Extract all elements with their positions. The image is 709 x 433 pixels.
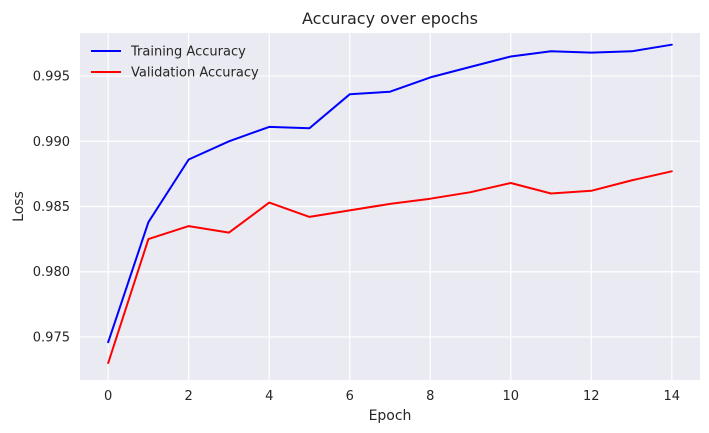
tick-labels: 0 2 4 6 8 10 12 14 0.975 0.980 0.985 0.990 0.995 — [33, 70, 680, 404]
legend-label-1: Validation Accuracy — [131, 66, 259, 81]
series-line-1 — [107, 170, 673, 364]
y-tick-label: 0.980 — [33, 265, 70, 280]
x-axis-label: Epoch — [369, 408, 412, 424]
x-tick-label: 12 — [583, 389, 600, 404]
x-tick-label: 0 — [104, 389, 112, 404]
x-tick-label: 8 — [426, 389, 434, 404]
legend: Training Accuracy Validation Accuracy — [91, 45, 259, 81]
x-tick-label: 2 — [185, 389, 193, 404]
series-lines — [107, 43, 673, 364]
y-tick-label: 0.995 — [33, 70, 70, 85]
x-tick-label: 10 — [503, 389, 520, 404]
y-tick-label: 0.990 — [33, 135, 70, 150]
chart-title: Accuracy over epochs — [302, 9, 478, 28]
x-tick-label: 14 — [664, 389, 681, 404]
x-tick-label: 6 — [346, 389, 354, 404]
series-line-0 — [107, 43, 673, 344]
y-tick-label: 0.985 — [33, 200, 70, 215]
y-axis-label: Loss — [11, 191, 27, 222]
legend-label-0: Training Accuracy — [130, 45, 246, 60]
grid — [80, 33, 700, 380]
y-tick-label: 0.975 — [33, 330, 70, 345]
x-tick-label: 4 — [265, 389, 273, 404]
